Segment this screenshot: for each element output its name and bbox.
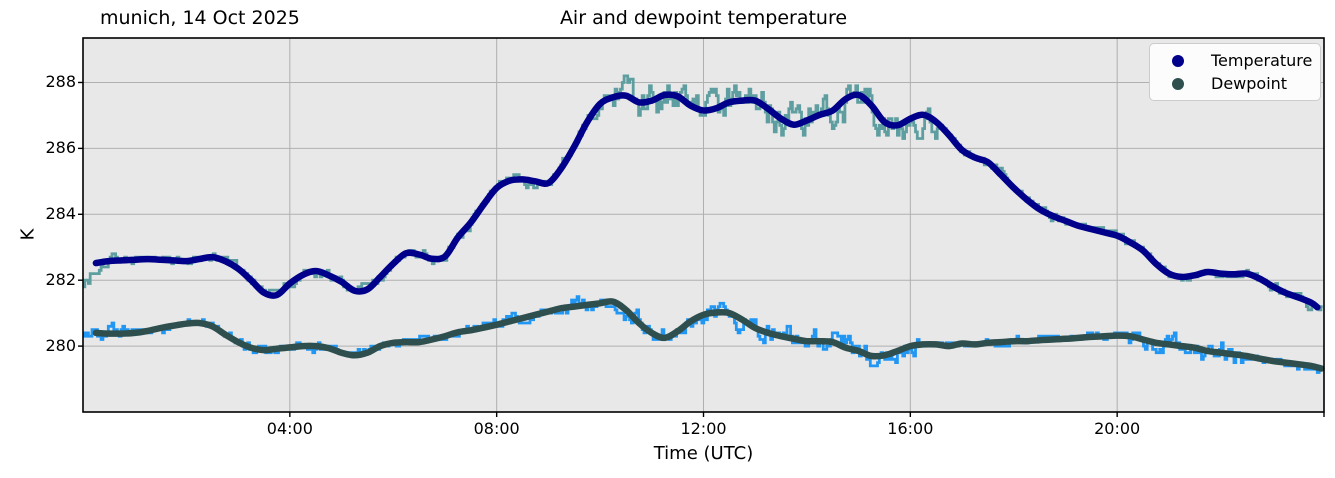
x-tick-label: 12:00 <box>680 419 727 438</box>
y-tick-label: 282 <box>45 270 76 290</box>
x-axis-label: Time (UTC) <box>653 443 754 464</box>
legend-label-dewpoint: Dewpoint <box>1211 73 1288 93</box>
x-tick-label: 16:00 <box>887 419 934 438</box>
subtitle-location-date: munich, 14 Oct 2025 <box>100 7 300 29</box>
legend: Temperature Dewpoint <box>1149 43 1321 101</box>
y-tick-label: 286 <box>45 138 76 158</box>
x-tick-label: 04:00 <box>266 419 313 438</box>
y-tick-label: 280 <box>45 336 76 356</box>
legend-item-temperature: Temperature <box>1172 50 1313 70</box>
temperature-marker-icon <box>1172 54 1184 67</box>
x-tick-label: 08:00 <box>473 419 520 438</box>
y-tick-label: 288 <box>45 72 76 92</box>
legend-label-temperature: Temperature <box>1211 50 1313 70</box>
legend-item-dewpoint: Dewpoint <box>1172 73 1312 93</box>
y-tick-label: 284 <box>45 204 76 224</box>
dewpoint-marker-icon <box>1172 77 1184 90</box>
temperature-line <box>92 91 1321 311</box>
dewpoint-line <box>92 298 1325 372</box>
chart-title: Air and dewpoint temperature <box>559 7 848 29</box>
x-tick-label: 20:00 <box>1094 419 1141 438</box>
